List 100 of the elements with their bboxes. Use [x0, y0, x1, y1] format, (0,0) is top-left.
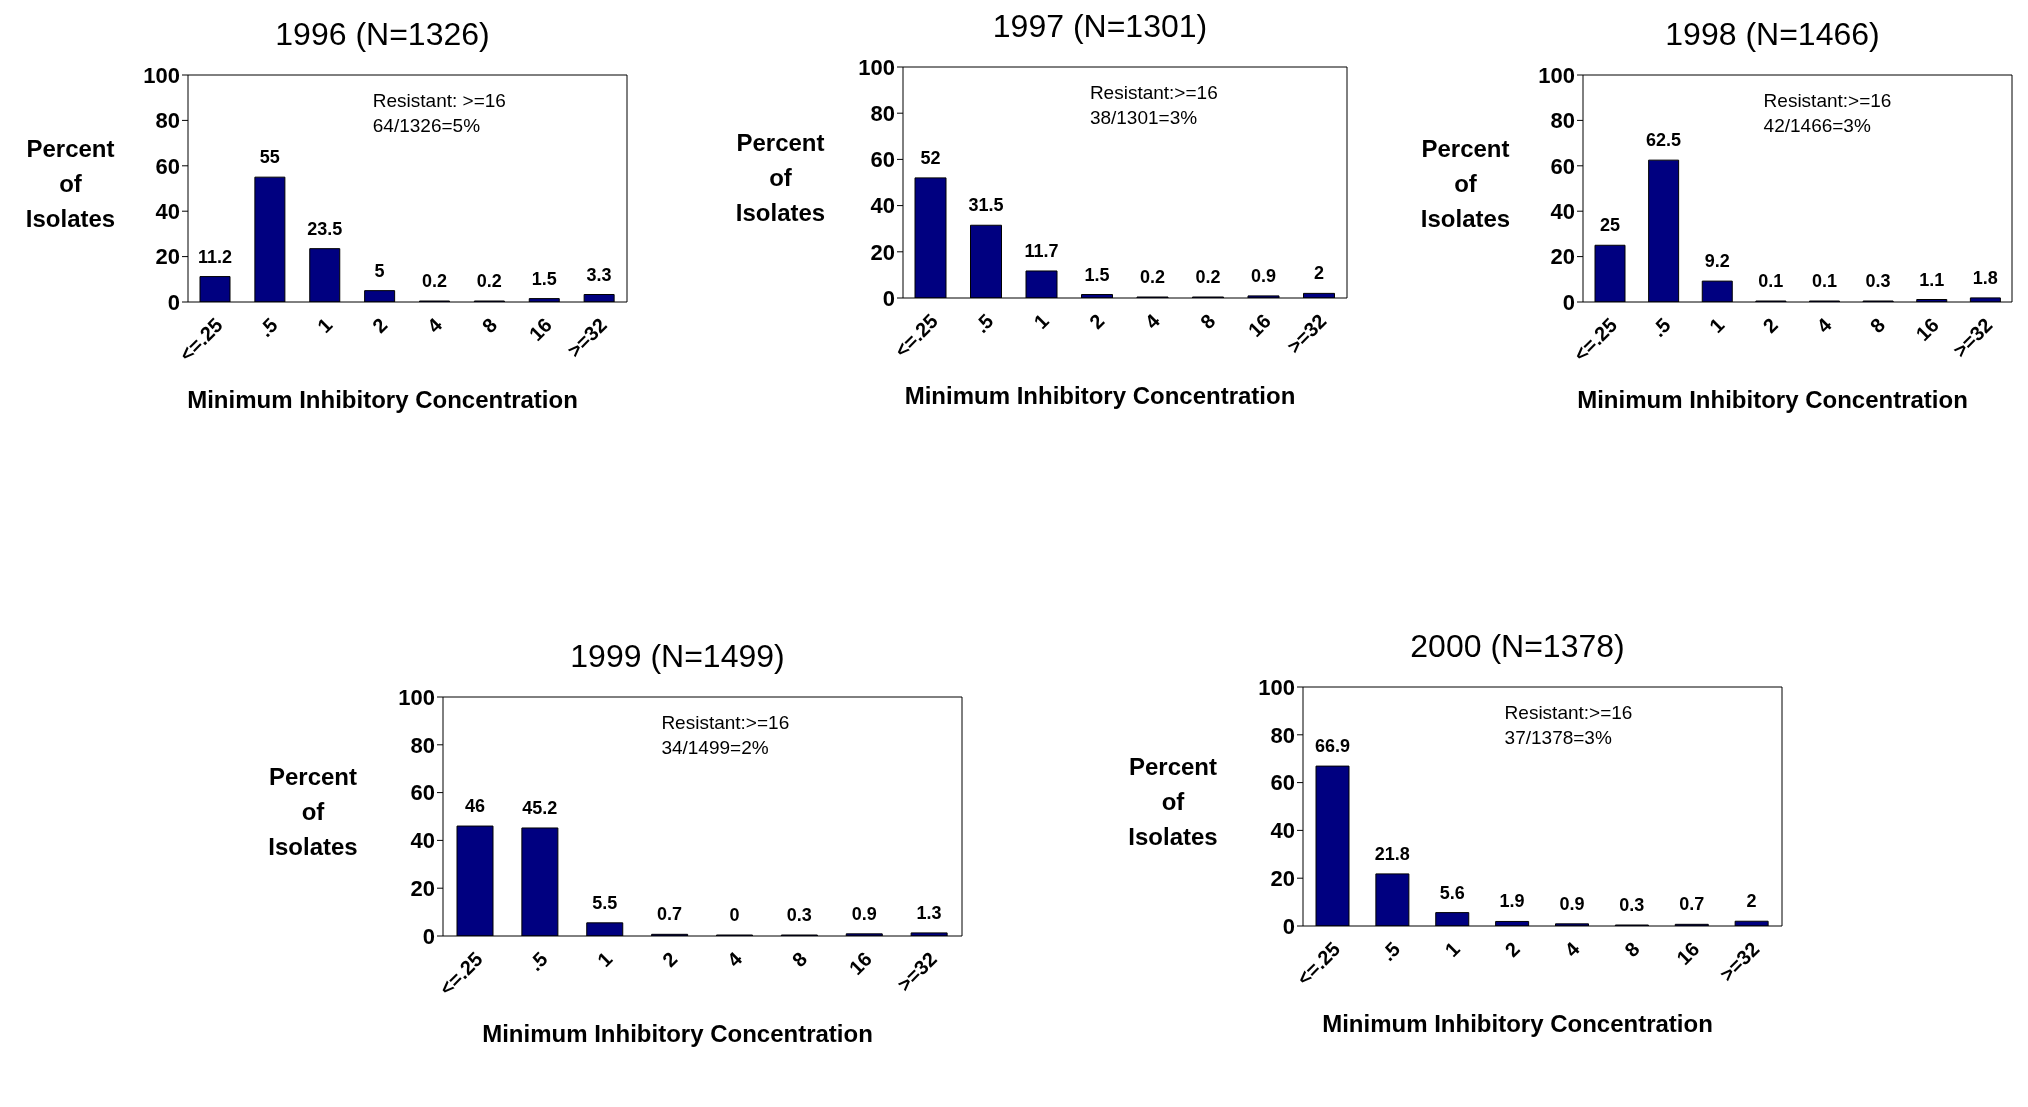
x-axis-title: Minimum Inhibitory Concentration	[1576, 386, 1969, 414]
x-axis-title: Minimum Inhibitory Concentration	[186, 386, 579, 414]
x-tick-label: 1	[1440, 937, 1464, 962]
data-label: 0.1	[1811, 271, 1838, 291]
chart-title: 1996 (N=1326)	[274, 16, 491, 54]
x-tick-label: 16	[1672, 937, 1704, 970]
y-tick-label: 60	[1270, 770, 1295, 796]
chart-title: 1997 (N=1301)	[991, 8, 1209, 46]
data-label: 1.8	[1972, 267, 1998, 288]
x-tick-label: 16	[1243, 309, 1276, 342]
y-tick-label: 100	[1538, 62, 1575, 88]
data-label: 2	[1313, 263, 1325, 284]
annotation: Resistant:>=16	[1763, 89, 1892, 113]
data-label: 66.9	[1314, 736, 1351, 757]
x-axis-title: Minimum Inhibitory Concentration	[903, 382, 1297, 410]
data-label: 5.6	[1439, 882, 1465, 903]
chart-title: 1999 (N=1499)	[569, 638, 786, 676]
x-tick-label: 2	[1085, 309, 1109, 334]
x-tick-label: .5	[970, 309, 998, 338]
x-tick-label: 4	[722, 947, 747, 972]
data-label: 1.5	[1084, 264, 1110, 285]
data-label: 1.5	[531, 268, 557, 289]
x-tick-label: 2	[1758, 313, 1782, 338]
y-tick-label: 80	[1550, 108, 1575, 134]
data-label: 0.9	[1559, 893, 1585, 914]
data-label: 45.2	[522, 797, 558, 818]
y-tick-label: 60	[1550, 153, 1575, 179]
data-label: 5	[374, 260, 385, 281]
data-label: 62.5	[1646, 130, 1682, 151]
x-tick-label: .5	[1647, 313, 1675, 342]
y-tick-label: 20	[1550, 244, 1575, 270]
y-tick-label: 40	[1550, 199, 1575, 225]
x-tick-label: 4	[1140, 309, 1165, 334]
x-tick-label: 1	[313, 313, 337, 338]
y-tick-label: 20	[410, 876, 435, 902]
y-tick-label: 40	[870, 193, 895, 219]
y-tick-label: 0	[1282, 913, 1295, 939]
y-tick-label: 0	[882, 285, 895, 311]
x-axis-title: Minimum Inhibitory Concentration	[481, 1020, 874, 1048]
x-tick-label: 2	[367, 313, 392, 338]
annotation: Resistant: >=16	[372, 89, 506, 113]
x-tick-label: 16	[1911, 313, 1943, 346]
data-label: 23.5	[307, 218, 343, 239]
x-tick-label: 8	[1620, 937, 1644, 962]
y-axis-title: Percent of Isolates	[735, 127, 826, 228]
x-tick-label: 1	[1029, 309, 1054, 334]
y-axis-title: Percent of Isolates	[25, 133, 116, 234]
y-tick-label: 80	[870, 101, 895, 127]
y-axis-title: Percent of Isolates	[1128, 751, 1218, 852]
annotation: 42/1466=3%	[1763, 114, 1872, 138]
annotation: 64/1326=5%	[372, 114, 482, 138]
x-tick-label: 8	[1865, 313, 1890, 338]
y-tick-label: 80	[1270, 722, 1295, 748]
data-label: 0.2	[421, 271, 448, 291]
data-label: 0.2	[1195, 267, 1221, 287]
x-tick-label: 4	[1812, 313, 1837, 338]
y-tick-label: 100	[858, 54, 895, 80]
x-tick-label: .5	[254, 313, 282, 342]
data-label: 55	[259, 147, 280, 168]
data-label: 0.2	[476, 271, 502, 291]
annotation: 34/1499=2%	[661, 736, 770, 760]
data-label: 1.9	[1499, 891, 1525, 912]
y-tick-label: 20	[155, 244, 180, 270]
data-label: 25	[1599, 215, 1621, 236]
data-label: 46	[464, 796, 486, 817]
data-label: 0.3	[1619, 895, 1645, 915]
y-tick-label: 60	[155, 153, 180, 179]
data-label: 0.7	[1679, 894, 1705, 915]
x-tick-label: 1	[593, 947, 617, 972]
x-tick-label: .5	[1376, 937, 1405, 966]
data-label: 0.2	[1139, 267, 1166, 287]
annotation: 38/1301=3%	[1089, 106, 1199, 130]
x-tick-label: 4	[422, 313, 447, 338]
x-tick-label: 8	[787, 947, 812, 972]
x-tick-label: 4	[1560, 937, 1585, 962]
x-tick-label: 2	[657, 947, 682, 972]
annotation: Resistant:>=16	[661, 711, 790, 735]
chart-title: 1998 (N=1466)	[1664, 16, 1881, 54]
y-tick-label: 20	[1270, 866, 1295, 892]
data-label: 1.1	[1919, 269, 1945, 290]
x-tick-label: 16	[844, 947, 876, 980]
y-tick-label: 40	[410, 828, 435, 854]
data-label: 3.3	[586, 264, 612, 285]
data-label: 9.2	[1704, 251, 1730, 272]
data-label: 31.5	[968, 195, 1004, 216]
data-label: 1.3	[916, 902, 942, 923]
data-label: 0.7	[657, 904, 683, 925]
y-tick-label: 80	[155, 108, 180, 134]
y-tick-label: 20	[870, 239, 895, 265]
y-tick-label: 100	[143, 62, 180, 88]
y-tick-label: 40	[155, 199, 180, 225]
x-tick-label: 2	[1500, 937, 1524, 962]
y-tick-label: 80	[410, 732, 435, 758]
y-tick-label: 0	[167, 289, 180, 315]
y-axis-title: Percent of Isolates	[268, 761, 358, 862]
y-axis-title: Percent of Isolates	[1420, 133, 1511, 234]
data-label: 52	[920, 147, 941, 168]
data-label: 21.8	[1374, 843, 1410, 864]
chart-title: 2000 (N=1378)	[1409, 628, 1626, 666]
x-tick-label: 1	[1704, 313, 1729, 338]
